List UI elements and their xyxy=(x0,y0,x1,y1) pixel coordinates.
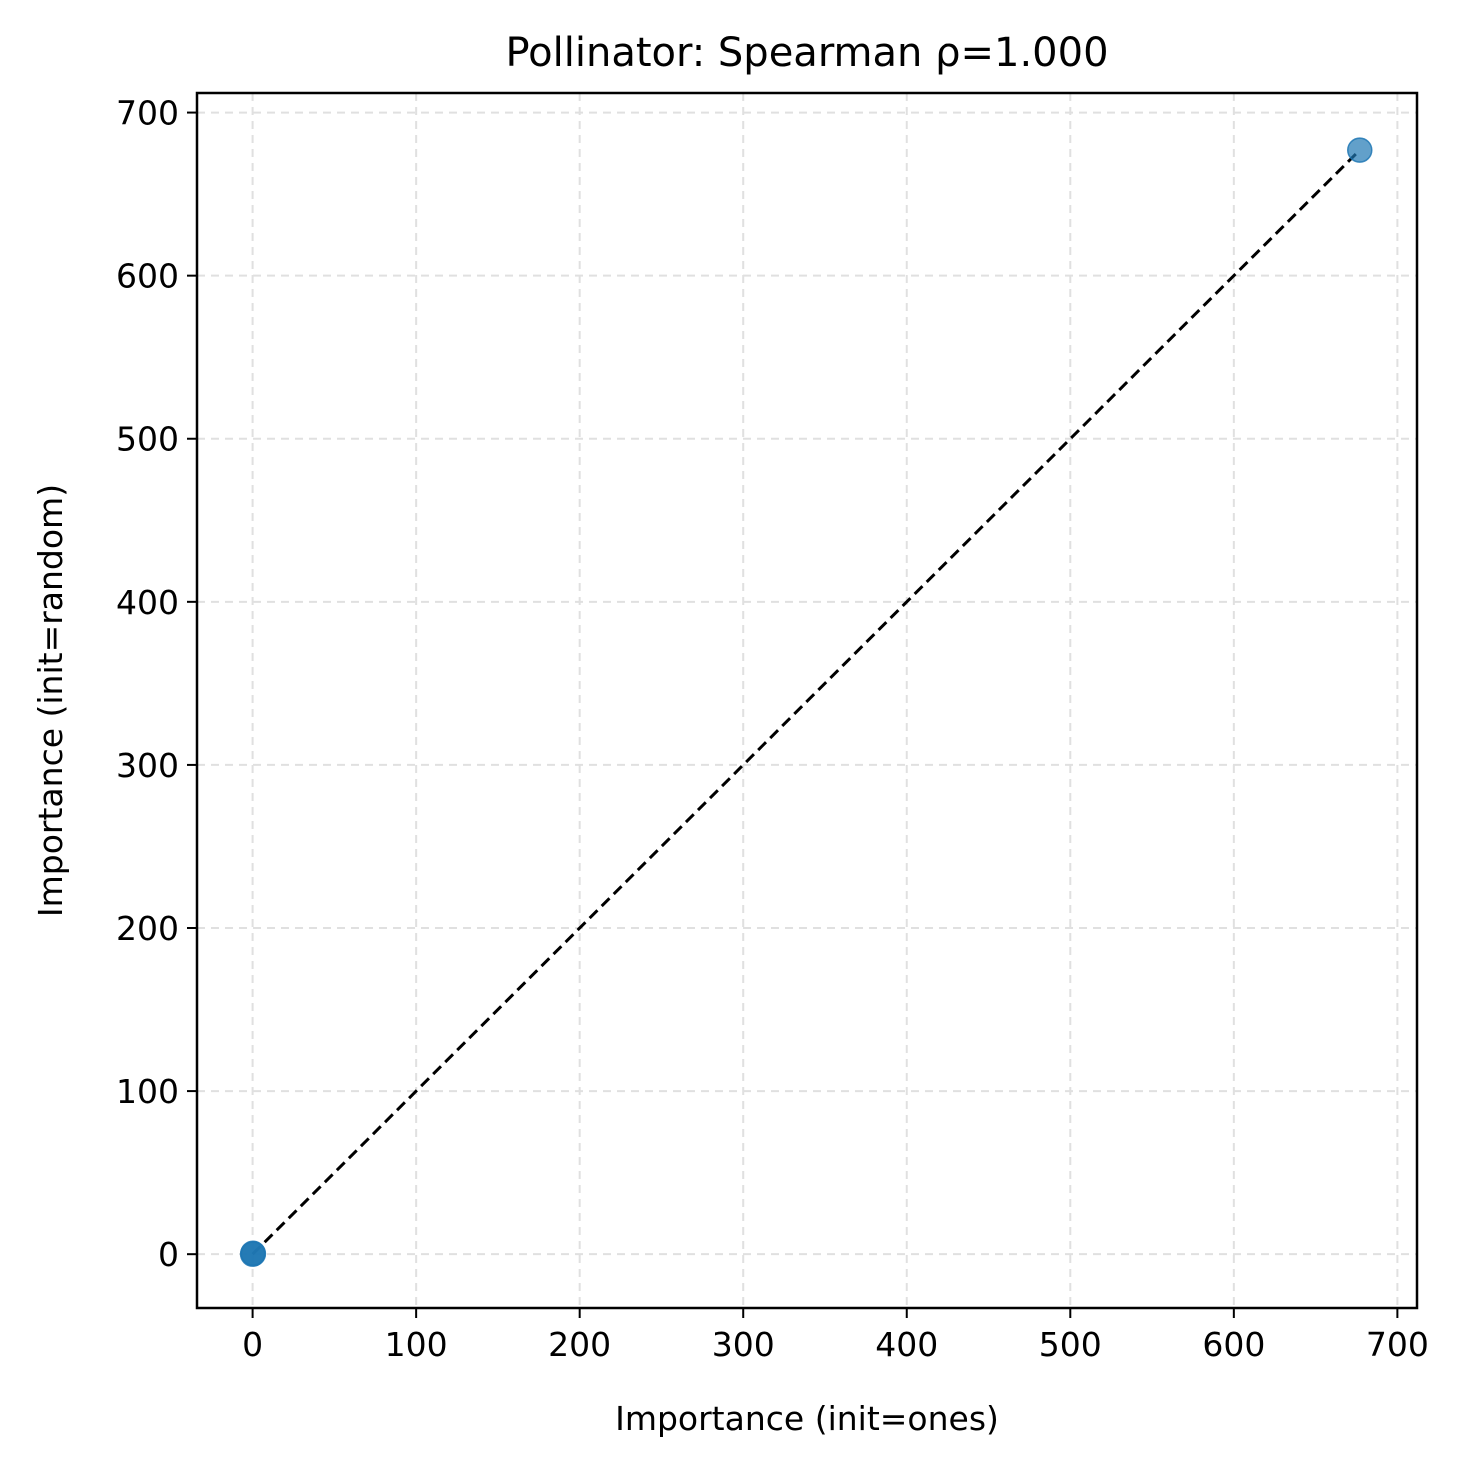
points-layer xyxy=(239,137,1373,1267)
x-tick-label: 700 xyxy=(1366,1325,1429,1364)
axes-frame xyxy=(195,91,1419,1310)
x-tick-label: 100 xyxy=(385,1325,448,1364)
y-tick-label: 500 xyxy=(116,420,179,459)
chart-title: Pollinator: Spearman ρ=1.000 xyxy=(505,30,1108,76)
x-tick-label: 400 xyxy=(875,1325,938,1364)
data-point xyxy=(1347,137,1373,163)
x-tick-label: 600 xyxy=(1202,1325,1265,1364)
reference-line xyxy=(251,149,1361,1256)
y-tick-label: 700 xyxy=(116,94,179,133)
x-tick-label: 500 xyxy=(1039,1325,1102,1364)
x-axis-label: Importance (init=ones) xyxy=(615,1399,999,1438)
reference-line-layer xyxy=(251,149,1361,1256)
y-tick-label: 100 xyxy=(116,1072,179,1111)
x-tick-label: 0 xyxy=(242,1325,263,1364)
y-axis-label: Importance (init=random) xyxy=(31,484,70,917)
y-tick-label: 0 xyxy=(158,1235,179,1274)
y-tick-label: 300 xyxy=(116,746,179,785)
x-tick-label: 200 xyxy=(548,1325,611,1364)
y-tick-label: 200 xyxy=(116,909,179,948)
y-tick-label: 400 xyxy=(116,583,179,622)
data-point xyxy=(240,1240,266,1266)
x-tick-label: 300 xyxy=(712,1325,775,1364)
y-tick-label: 600 xyxy=(116,257,179,296)
grid-layer xyxy=(197,93,1417,1308)
ticks-layer: 0 100 200 300 400 500 600 700 0 100 200 300 400 500 60… xyxy=(116,94,1429,1364)
